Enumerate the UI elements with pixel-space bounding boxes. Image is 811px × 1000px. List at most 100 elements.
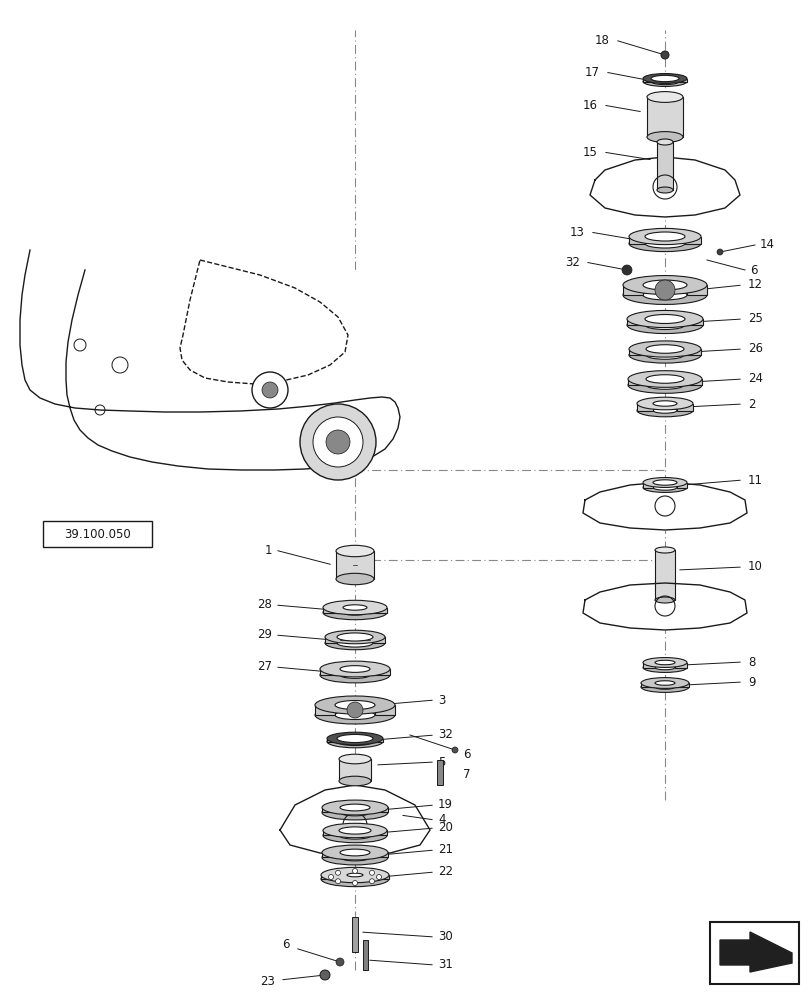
Bar	[678, 79, 686, 82]
Polygon shape	[582, 583, 746, 630]
Ellipse shape	[646, 381, 683, 389]
Text: 17: 17	[584, 66, 599, 79]
Text: 26: 26	[747, 342, 762, 356]
FancyBboxPatch shape	[709, 922, 798, 984]
Ellipse shape	[646, 132, 682, 142]
Bar	[656, 142, 672, 190]
Bar	[320, 875, 346, 879]
Circle shape	[328, 874, 333, 880]
Bar	[351, 917, 358, 952]
Bar	[323, 830, 338, 835]
Bar	[684, 319, 702, 325]
Ellipse shape	[646, 345, 683, 353]
Bar	[370, 852, 388, 857]
Polygon shape	[582, 482, 746, 530]
Ellipse shape	[337, 633, 372, 641]
Text: 16: 16	[582, 99, 597, 112]
Bar	[322, 807, 340, 812]
Ellipse shape	[327, 732, 383, 745]
Ellipse shape	[642, 658, 686, 667]
Ellipse shape	[346, 877, 363, 881]
Ellipse shape	[644, 320, 684, 330]
Ellipse shape	[650, 75, 678, 82]
Bar	[320, 669, 340, 675]
Ellipse shape	[320, 667, 389, 683]
Ellipse shape	[627, 371, 702, 387]
Polygon shape	[590, 157, 739, 217]
Bar	[363, 940, 367, 970]
Text: 12: 12	[747, 278, 762, 292]
Ellipse shape	[340, 672, 370, 678]
Ellipse shape	[650, 78, 678, 85]
Text: 28: 28	[257, 598, 272, 611]
Circle shape	[376, 874, 381, 880]
Ellipse shape	[629, 341, 700, 357]
Ellipse shape	[324, 636, 384, 650]
Ellipse shape	[654, 685, 674, 689]
Ellipse shape	[322, 800, 388, 815]
Bar	[629, 349, 646, 355]
Circle shape	[369, 870, 374, 875]
Bar	[627, 379, 646, 385]
Ellipse shape	[644, 314, 684, 324]
Text: 11: 11	[747, 474, 762, 487]
Ellipse shape	[640, 682, 689, 692]
Ellipse shape	[652, 480, 676, 485]
Ellipse shape	[340, 804, 370, 811]
Ellipse shape	[644, 232, 684, 241]
Circle shape	[320, 970, 329, 980]
Ellipse shape	[323, 605, 387, 620]
Ellipse shape	[337, 737, 372, 746]
Text: 32: 32	[437, 728, 453, 741]
Text: 6: 6	[282, 938, 290, 951]
Text: 39.100.050: 39.100.050	[65, 528, 131, 540]
Ellipse shape	[320, 867, 388, 883]
Text: 23: 23	[260, 975, 275, 988]
Text: 15: 15	[582, 146, 597, 159]
Ellipse shape	[642, 77, 686, 86]
Text: 22: 22	[437, 865, 453, 878]
Text: 3: 3	[437, 694, 444, 706]
Ellipse shape	[323, 823, 387, 838]
Ellipse shape	[322, 850, 388, 865]
Circle shape	[352, 880, 357, 886]
Circle shape	[251, 372, 288, 408]
Ellipse shape	[320, 871, 388, 887]
Ellipse shape	[336, 545, 374, 557]
Ellipse shape	[337, 734, 372, 743]
Bar	[436, 760, 443, 785]
Circle shape	[621, 265, 631, 275]
Ellipse shape	[340, 854, 370, 861]
Bar	[327, 738, 337, 741]
Circle shape	[352, 868, 357, 874]
Bar	[315, 705, 335, 715]
Ellipse shape	[642, 280, 686, 290]
Bar	[370, 807, 388, 812]
Ellipse shape	[338, 754, 371, 764]
Circle shape	[660, 51, 668, 59]
Ellipse shape	[322, 805, 388, 820]
Circle shape	[299, 404, 375, 480]
Ellipse shape	[629, 347, 700, 363]
Text: 8: 8	[747, 656, 754, 668]
Ellipse shape	[642, 663, 686, 672]
Ellipse shape	[322, 845, 388, 860]
Circle shape	[716, 249, 722, 255]
Ellipse shape	[629, 235, 700, 252]
Text: 32: 32	[564, 255, 579, 268]
Ellipse shape	[338, 832, 371, 839]
Ellipse shape	[642, 483, 686, 492]
Ellipse shape	[626, 310, 702, 328]
FancyBboxPatch shape	[43, 521, 152, 547]
Text: 6: 6	[462, 748, 470, 762]
Ellipse shape	[335, 700, 375, 710]
Text: 4: 4	[437, 813, 445, 826]
Text: 13: 13	[569, 226, 584, 239]
Ellipse shape	[652, 408, 676, 413]
Text: 27: 27	[257, 660, 272, 674]
Ellipse shape	[652, 401, 676, 406]
Ellipse shape	[320, 661, 389, 677]
Ellipse shape	[640, 678, 689, 688]
Circle shape	[325, 430, 350, 454]
Polygon shape	[280, 785, 430, 855]
